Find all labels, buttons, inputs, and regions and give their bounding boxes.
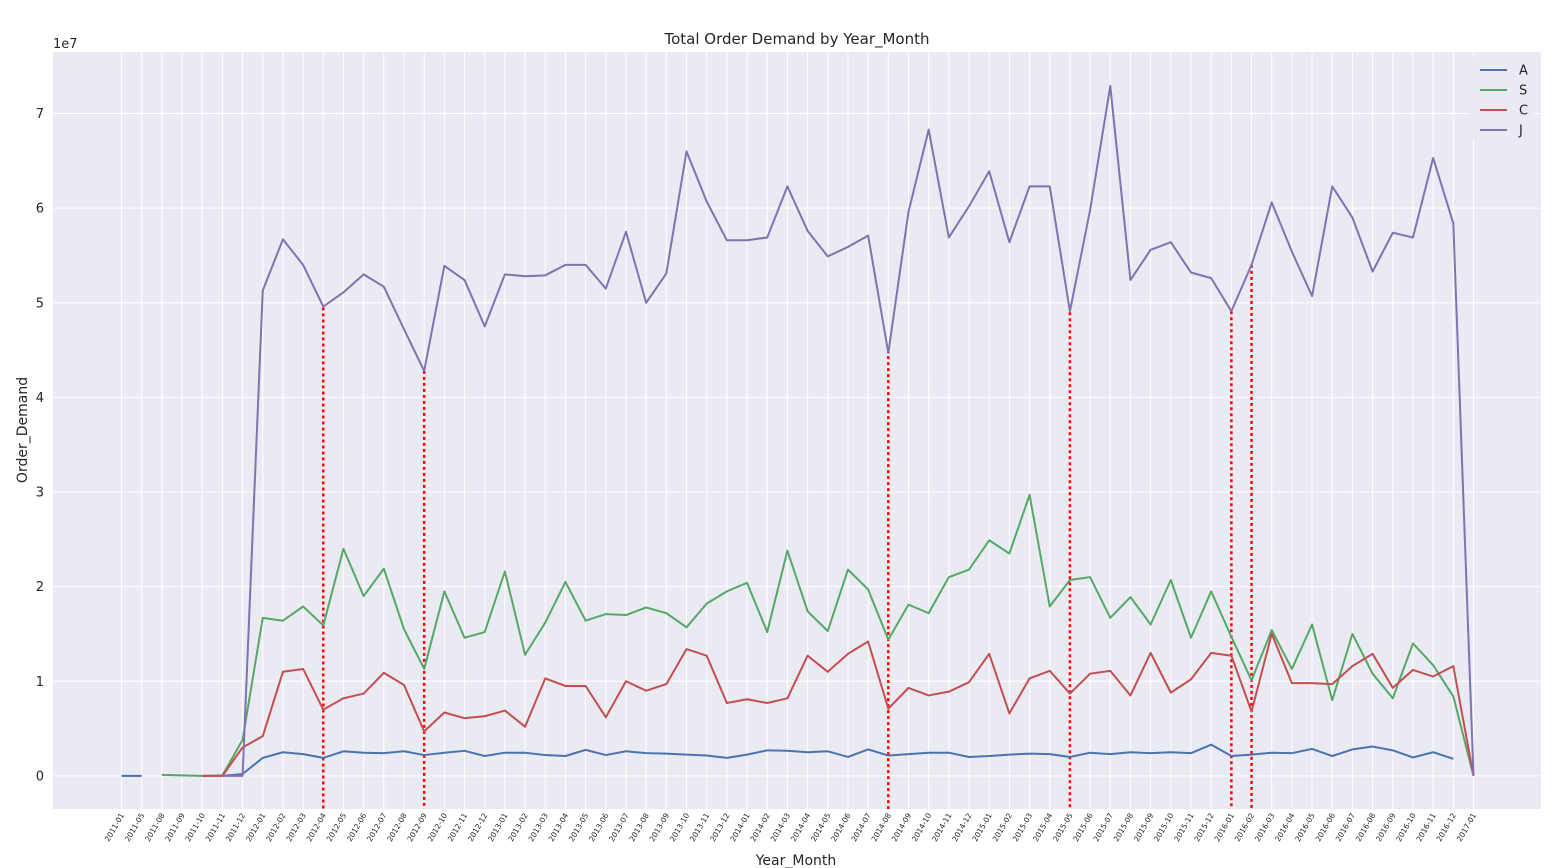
series-line-J bbox=[222, 85, 1475, 777]
x-tick-label: 2017-01 bbox=[1455, 811, 1479, 843]
highlight-lines bbox=[322, 264, 1253, 809]
x-axis-label: Year_Month bbox=[755, 853, 837, 868]
series-line-C bbox=[202, 632, 1475, 777]
y-offset-text: 1e7 bbox=[53, 37, 78, 52]
legend-label-A: A bbox=[1519, 64, 1528, 79]
legend-label-C: C bbox=[1519, 104, 1528, 119]
y-tick-label: 2 bbox=[36, 580, 44, 595]
x-tick-labels: 2011-012011-052011-082011-092011-102011-… bbox=[103, 811, 1479, 843]
y-tick-label: 0 bbox=[36, 769, 44, 784]
y-tick-label: 5 bbox=[36, 296, 44, 311]
chart-title: Total Order Demand by Year_Month bbox=[663, 30, 929, 49]
series-line-S bbox=[161, 493, 1475, 777]
y-tick-label: 6 bbox=[36, 202, 44, 217]
y-tick-label: 7 bbox=[36, 107, 44, 122]
legend-label-S: S bbox=[1519, 84, 1527, 99]
y-tick-label: 4 bbox=[36, 391, 44, 406]
y-axis-label: Order_Demand bbox=[15, 377, 31, 483]
y-tick-label: 3 bbox=[36, 486, 44, 501]
legend-label-J: J bbox=[1518, 124, 1523, 139]
series-line-A bbox=[121, 743, 1454, 777]
y-tick-label: 1 bbox=[36, 675, 44, 690]
y-tick-labels: 0 1 2 3 4 5 6 7 bbox=[36, 107, 44, 784]
series-lines bbox=[121, 85, 1475, 777]
grid bbox=[53, 52, 1541, 809]
